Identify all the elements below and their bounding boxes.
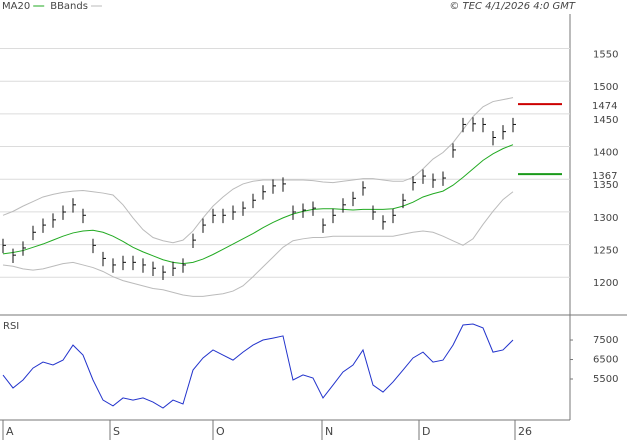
y-tick-label: 1500 <box>593 82 618 93</box>
y-tick-label: 1300 <box>593 213 618 224</box>
x-tick-label: A <box>6 425 14 438</box>
y-tick-label: 7500 <box>593 335 618 346</box>
legend-label: MA20 <box>2 1 30 12</box>
rsi-line <box>2 323 514 409</box>
level-label: 1474 <box>592 101 617 112</box>
x-tick-label: N <box>325 425 333 438</box>
x-tick-label: 26 <box>518 425 532 438</box>
x-tick-label: S <box>113 425 120 438</box>
panel-title: RSI <box>3 321 19 332</box>
y-tick-label: 1450 <box>593 115 618 126</box>
y-tick-label: 1200 <box>593 278 618 289</box>
level-label: 1367 <box>592 171 617 182</box>
band-upper <box>2 97 514 244</box>
credit: © TEC 4/1/2026 4:0 GMT <box>449 1 576 12</box>
x-tick-label: O <box>216 425 225 438</box>
y-tick-label: 1550 <box>593 50 618 61</box>
legend-label: BBands <box>50 1 88 12</box>
y-tick-label: 1400 <box>593 148 618 159</box>
y-tick-label: 1350 <box>593 180 618 191</box>
y-tick-label: 1250 <box>593 246 618 257</box>
y-tick-label: 6500 <box>593 355 618 366</box>
ma-line <box>2 144 514 265</box>
x-tick-label: D <box>422 425 430 438</box>
band-lower <box>2 191 514 297</box>
y-tick-label: 5500 <box>593 374 618 385</box>
